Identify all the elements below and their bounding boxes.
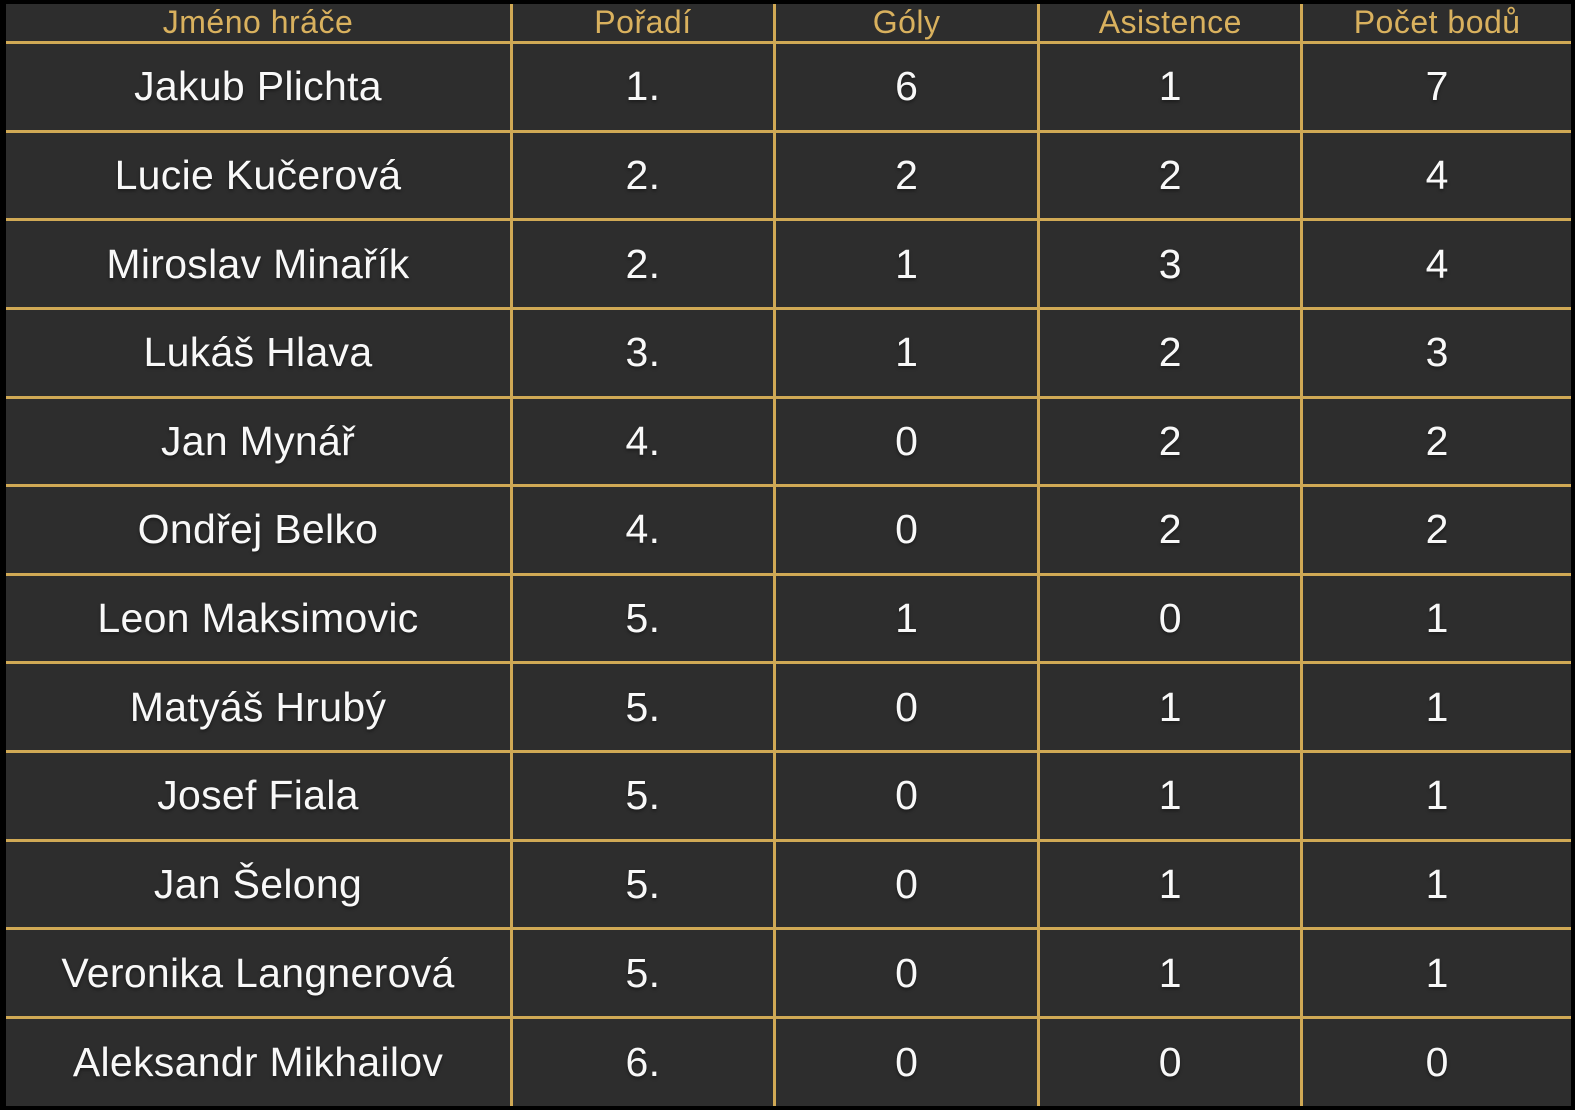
stat-cell-goals: 0 — [772, 395, 1041, 488]
table-body: Jakub Plichta 1. 6 1 7 Lucie Kučerová 2. 2 2 4 Mir… — [6, 41, 1571, 1106]
stat-cell-assists: 0 — [1037, 572, 1304, 665]
table-row: Miroslav Minařík 2. 1 3 4 — [6, 218, 1571, 310]
stat-cell-rank: 4. — [509, 395, 776, 488]
header-row: Jméno hráče Pořadí Góly Asistence Počet bodů — [6, 4, 1571, 44]
stat-cell-rank: 3. — [509, 306, 776, 399]
stat-cell-goals: 6 — [772, 41, 1041, 133]
stat-cell-rank: 5. — [509, 661, 776, 753]
player-name-cell: Lucie Kučerová — [6, 129, 513, 222]
stat-cell-points: 1 — [1300, 838, 1571, 931]
stat-cell-goals: 0 — [772, 484, 1041, 576]
header-cell-rank: Pořadí — [509, 4, 776, 44]
table-row: Aleksandr Mikhailov 6. 0 0 0 — [6, 1015, 1571, 1106]
table-row: Leon Maksimovic 5. 1 0 1 — [6, 572, 1571, 665]
table-row: Lukáš Hlava 3. 1 2 3 — [6, 306, 1571, 399]
table-row: Jan Mynář 4. 0 2 2 — [6, 395, 1571, 488]
stat-cell-goals: 1 — [772, 572, 1041, 665]
stat-cell-rank: 5. — [509, 927, 776, 1019]
player-name-cell: Jan Mynář — [6, 395, 513, 488]
stat-cell-rank: 6. — [509, 1015, 776, 1106]
player-stats-table: Jméno hráče Pořadí Góly Asistence Počet bodů… — [6, 4, 1571, 1106]
player-name-cell: Lukáš Hlava — [6, 306, 513, 399]
stat-cell-rank: 5. — [509, 838, 776, 931]
stat-cell-goals: 1 — [772, 306, 1041, 399]
table-row: Jakub Plichta 1. 6 1 7 — [6, 41, 1571, 133]
table-row: Veronika Langnerová 5. 0 1 1 — [6, 927, 1571, 1019]
stat-cell-goals: 0 — [772, 927, 1041, 1019]
stat-cell-rank: 4. — [509, 484, 776, 576]
stat-cell-assists: 1 — [1037, 927, 1304, 1019]
stat-cell-assists: 0 — [1037, 1015, 1304, 1106]
stat-cell-rank: 5. — [509, 572, 776, 665]
player-name-cell: Ondřej Belko — [6, 484, 513, 576]
stat-cell-points: 7 — [1300, 41, 1571, 133]
stat-cell-rank: 2. — [509, 129, 776, 222]
stat-cell-goals: 0 — [772, 750, 1041, 842]
stat-cell-rank: 5. — [509, 750, 776, 842]
stat-cell-goals: 0 — [772, 1015, 1041, 1106]
stat-cell-points: 2 — [1300, 484, 1571, 576]
stat-cell-goals: 1 — [772, 218, 1041, 310]
player-name-cell: Jakub Plichta — [6, 41, 513, 133]
stat-cell-points: 1 — [1300, 927, 1571, 1019]
stat-cell-points: 4 — [1300, 129, 1571, 222]
table-row: Ondřej Belko 4. 0 2 2 — [6, 484, 1571, 576]
stat-cell-points: 2 — [1300, 395, 1571, 488]
stat-cell-assists: 2 — [1037, 484, 1304, 576]
stat-cell-points: 1 — [1300, 661, 1571, 753]
player-name-cell: Miroslav Minařík — [6, 218, 513, 310]
stat-cell-assists: 1 — [1037, 750, 1304, 842]
header-cell-name: Jméno hráče — [6, 4, 513, 44]
player-name-cell: Josef Fiala — [6, 750, 513, 842]
table-row: Jan Šelong 5. 0 1 1 — [6, 838, 1571, 931]
stat-cell-goals: 2 — [772, 129, 1041, 222]
stat-cell-rank: 2. — [509, 218, 776, 310]
stat-cell-points: 4 — [1300, 218, 1571, 310]
header-cell-points: Počet bodů — [1300, 4, 1571, 44]
header-cell-goals: Góly — [772, 4, 1041, 44]
table-row: Matyáš Hrubý 5. 0 1 1 — [6, 661, 1571, 753]
table-row: Josef Fiala 5. 0 1 1 — [6, 750, 1571, 842]
player-name-cell: Matyáš Hrubý — [6, 661, 513, 753]
table-header: Jméno hráče Pořadí Góly Asistence Počet bodů — [6, 4, 1571, 44]
stat-cell-assists: 2 — [1037, 129, 1304, 222]
player-name-cell: Aleksandr Mikhailov — [6, 1015, 513, 1106]
header-cell-assists: Asistence — [1037, 4, 1304, 44]
stat-cell-assists: 1 — [1037, 661, 1304, 753]
stat-cell-rank: 1. — [509, 41, 776, 133]
player-name-cell: Leon Maksimovic — [6, 572, 513, 665]
table-row: Lucie Kučerová 2. 2 2 4 — [6, 129, 1571, 222]
player-name-cell: Veronika Langnerová — [6, 927, 513, 1019]
player-name-cell: Jan Šelong — [6, 838, 513, 931]
stat-cell-goals: 0 — [772, 661, 1041, 753]
stat-cell-points: 3 — [1300, 306, 1571, 399]
stat-cell-assists: 2 — [1037, 306, 1304, 399]
stat-cell-assists: 2 — [1037, 395, 1304, 488]
stat-cell-points: 1 — [1300, 572, 1571, 665]
stat-cell-points: 1 — [1300, 750, 1571, 842]
stat-cell-assists: 1 — [1037, 838, 1304, 931]
stat-cell-points: 0 — [1300, 1015, 1571, 1106]
stat-cell-assists: 1 — [1037, 41, 1304, 133]
stat-cell-goals: 0 — [772, 838, 1041, 931]
stat-cell-assists: 3 — [1037, 218, 1304, 310]
